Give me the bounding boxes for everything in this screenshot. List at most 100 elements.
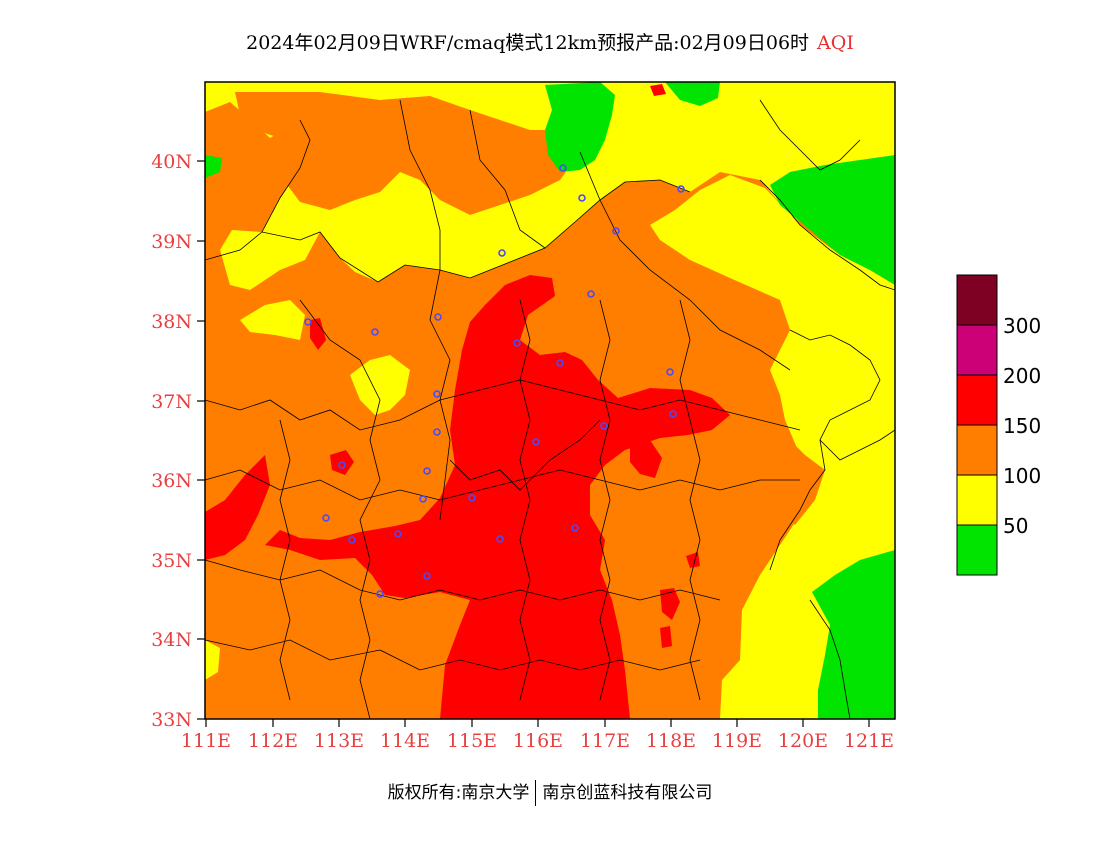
field-red-main	[265, 275, 730, 719]
station-marker	[434, 313, 442, 321]
boundary-line	[519, 299, 531, 701]
field-green-north	[545, 82, 615, 172]
boundary-line	[205, 559, 721, 601]
legend-label: 200	[1003, 364, 1041, 388]
field-red-small-7	[650, 84, 666, 96]
station-marker	[371, 328, 379, 336]
lon-label: 121E	[844, 730, 894, 752]
field-green-north-2	[665, 82, 720, 106]
copyright-footer: 版权所有:南京大学 南京创蓝科技有限公司	[0, 778, 1100, 806]
field-red-small-2	[630, 440, 662, 478]
station-marker	[419, 495, 427, 503]
boundary-line	[359, 519, 371, 719]
boundary-line	[449, 419, 601, 491]
admin-boundaries	[205, 99, 895, 719]
field-orange-east-patch	[765, 420, 825, 525]
lat-label: 35N	[151, 550, 192, 572]
coastline	[769, 329, 881, 571]
station-marker	[304, 318, 312, 326]
lon-label: 120E	[778, 730, 828, 752]
lat-label: 39N	[151, 231, 192, 253]
lat-label: 34N	[151, 629, 192, 651]
boundary-line	[205, 399, 441, 431]
station-marker	[600, 422, 608, 430]
lon-label: 119E	[712, 730, 762, 752]
station-marker	[612, 227, 620, 235]
station-marker	[348, 536, 356, 544]
field-red-small-3	[660, 588, 680, 620]
lat-label: 38N	[151, 311, 192, 333]
field-orange-north-patch	[235, 92, 580, 215]
map-title: 2024年02月09日WRF/cmaq模式12km预报产品:02月09日06时 A…	[0, 28, 1100, 55]
boundary-line	[599, 299, 611, 701]
title-variable: AQI	[817, 32, 854, 54]
legend-swatch-orange	[957, 425, 997, 475]
station-marker	[559, 164, 567, 172]
boundary-line	[279, 419, 291, 701]
boundary-line	[205, 639, 701, 671]
station-marker	[433, 390, 441, 398]
legend-swatch-magenta	[957, 325, 997, 375]
footer-copyright: 版权所有:南京大学	[387, 783, 530, 803]
boundary-line	[399, 99, 441, 270]
station-marker	[587, 290, 595, 298]
legend-swatch-green	[957, 525, 997, 575]
coastline	[759, 179, 895, 291]
station-marker	[498, 249, 506, 257]
station-marker	[433, 428, 441, 436]
boundary-line	[679, 299, 701, 701]
boundary-line	[819, 429, 895, 461]
field-red-small-5	[686, 552, 700, 568]
aqi-field	[205, 82, 895, 719]
lon-label: 116E	[513, 730, 563, 752]
station-markers	[304, 164, 685, 598]
field-green-se	[812, 550, 895, 719]
station-marker	[578, 194, 586, 202]
boundary-line	[261, 119, 311, 233]
title-main: 2024年02月09日WRF/cmaq模式12km预报产品:02月09日06时	[246, 32, 810, 54]
lon-label: 113E	[314, 730, 364, 752]
field-yellow-west	[240, 300, 305, 340]
field-yellow-sw	[205, 640, 220, 680]
legend-swatch-red	[957, 375, 997, 425]
lon-label: 111E	[181, 730, 231, 752]
lat-label: 37N	[151, 391, 192, 413]
lon-label: 118E	[646, 730, 696, 752]
boundary-line	[469, 109, 546, 249]
lon-label: 112E	[248, 730, 298, 752]
field-green-ne	[770, 155, 895, 285]
footer-separator	[535, 780, 537, 806]
station-marker	[423, 572, 431, 580]
boundary-line	[579, 151, 791, 371]
station-marker	[571, 524, 579, 532]
boundary-line	[439, 379, 801, 431]
legend-swatch-yellow	[957, 475, 997, 525]
field-red-small-6	[660, 626, 672, 648]
boundary-line	[205, 469, 800, 501]
field-green-w	[205, 155, 222, 178]
station-marker	[669, 410, 677, 418]
legend-label: 100	[1003, 464, 1041, 488]
station-marker	[338, 461, 346, 469]
lon-axis: 111E 112E 113E 114E 115E 116E 117E 118E …	[181, 719, 894, 752]
lon-label: 115E	[447, 730, 497, 752]
lon-label: 117E	[580, 730, 630, 752]
lon-label: 114E	[380, 730, 430, 752]
station-marker	[423, 467, 431, 475]
field-red-west	[205, 455, 270, 560]
boundary-line	[809, 599, 851, 719]
legend-label: 150	[1003, 414, 1041, 438]
lat-axis: 40N 39N 38N 37N 36N 35N 34N 33N	[151, 151, 205, 731]
lat-label: 36N	[151, 470, 192, 492]
lat-label: 40N	[151, 151, 192, 173]
legend-swatch-maroon	[957, 275, 997, 325]
boundary-line	[299, 299, 381, 521]
legend-label: 50	[1003, 514, 1028, 538]
boundary-line	[759, 99, 861, 171]
station-marker	[496, 535, 504, 543]
field-red-small-4	[310, 318, 326, 350]
station-marker	[513, 339, 521, 347]
station-marker	[376, 590, 384, 598]
station-marker	[666, 368, 674, 376]
